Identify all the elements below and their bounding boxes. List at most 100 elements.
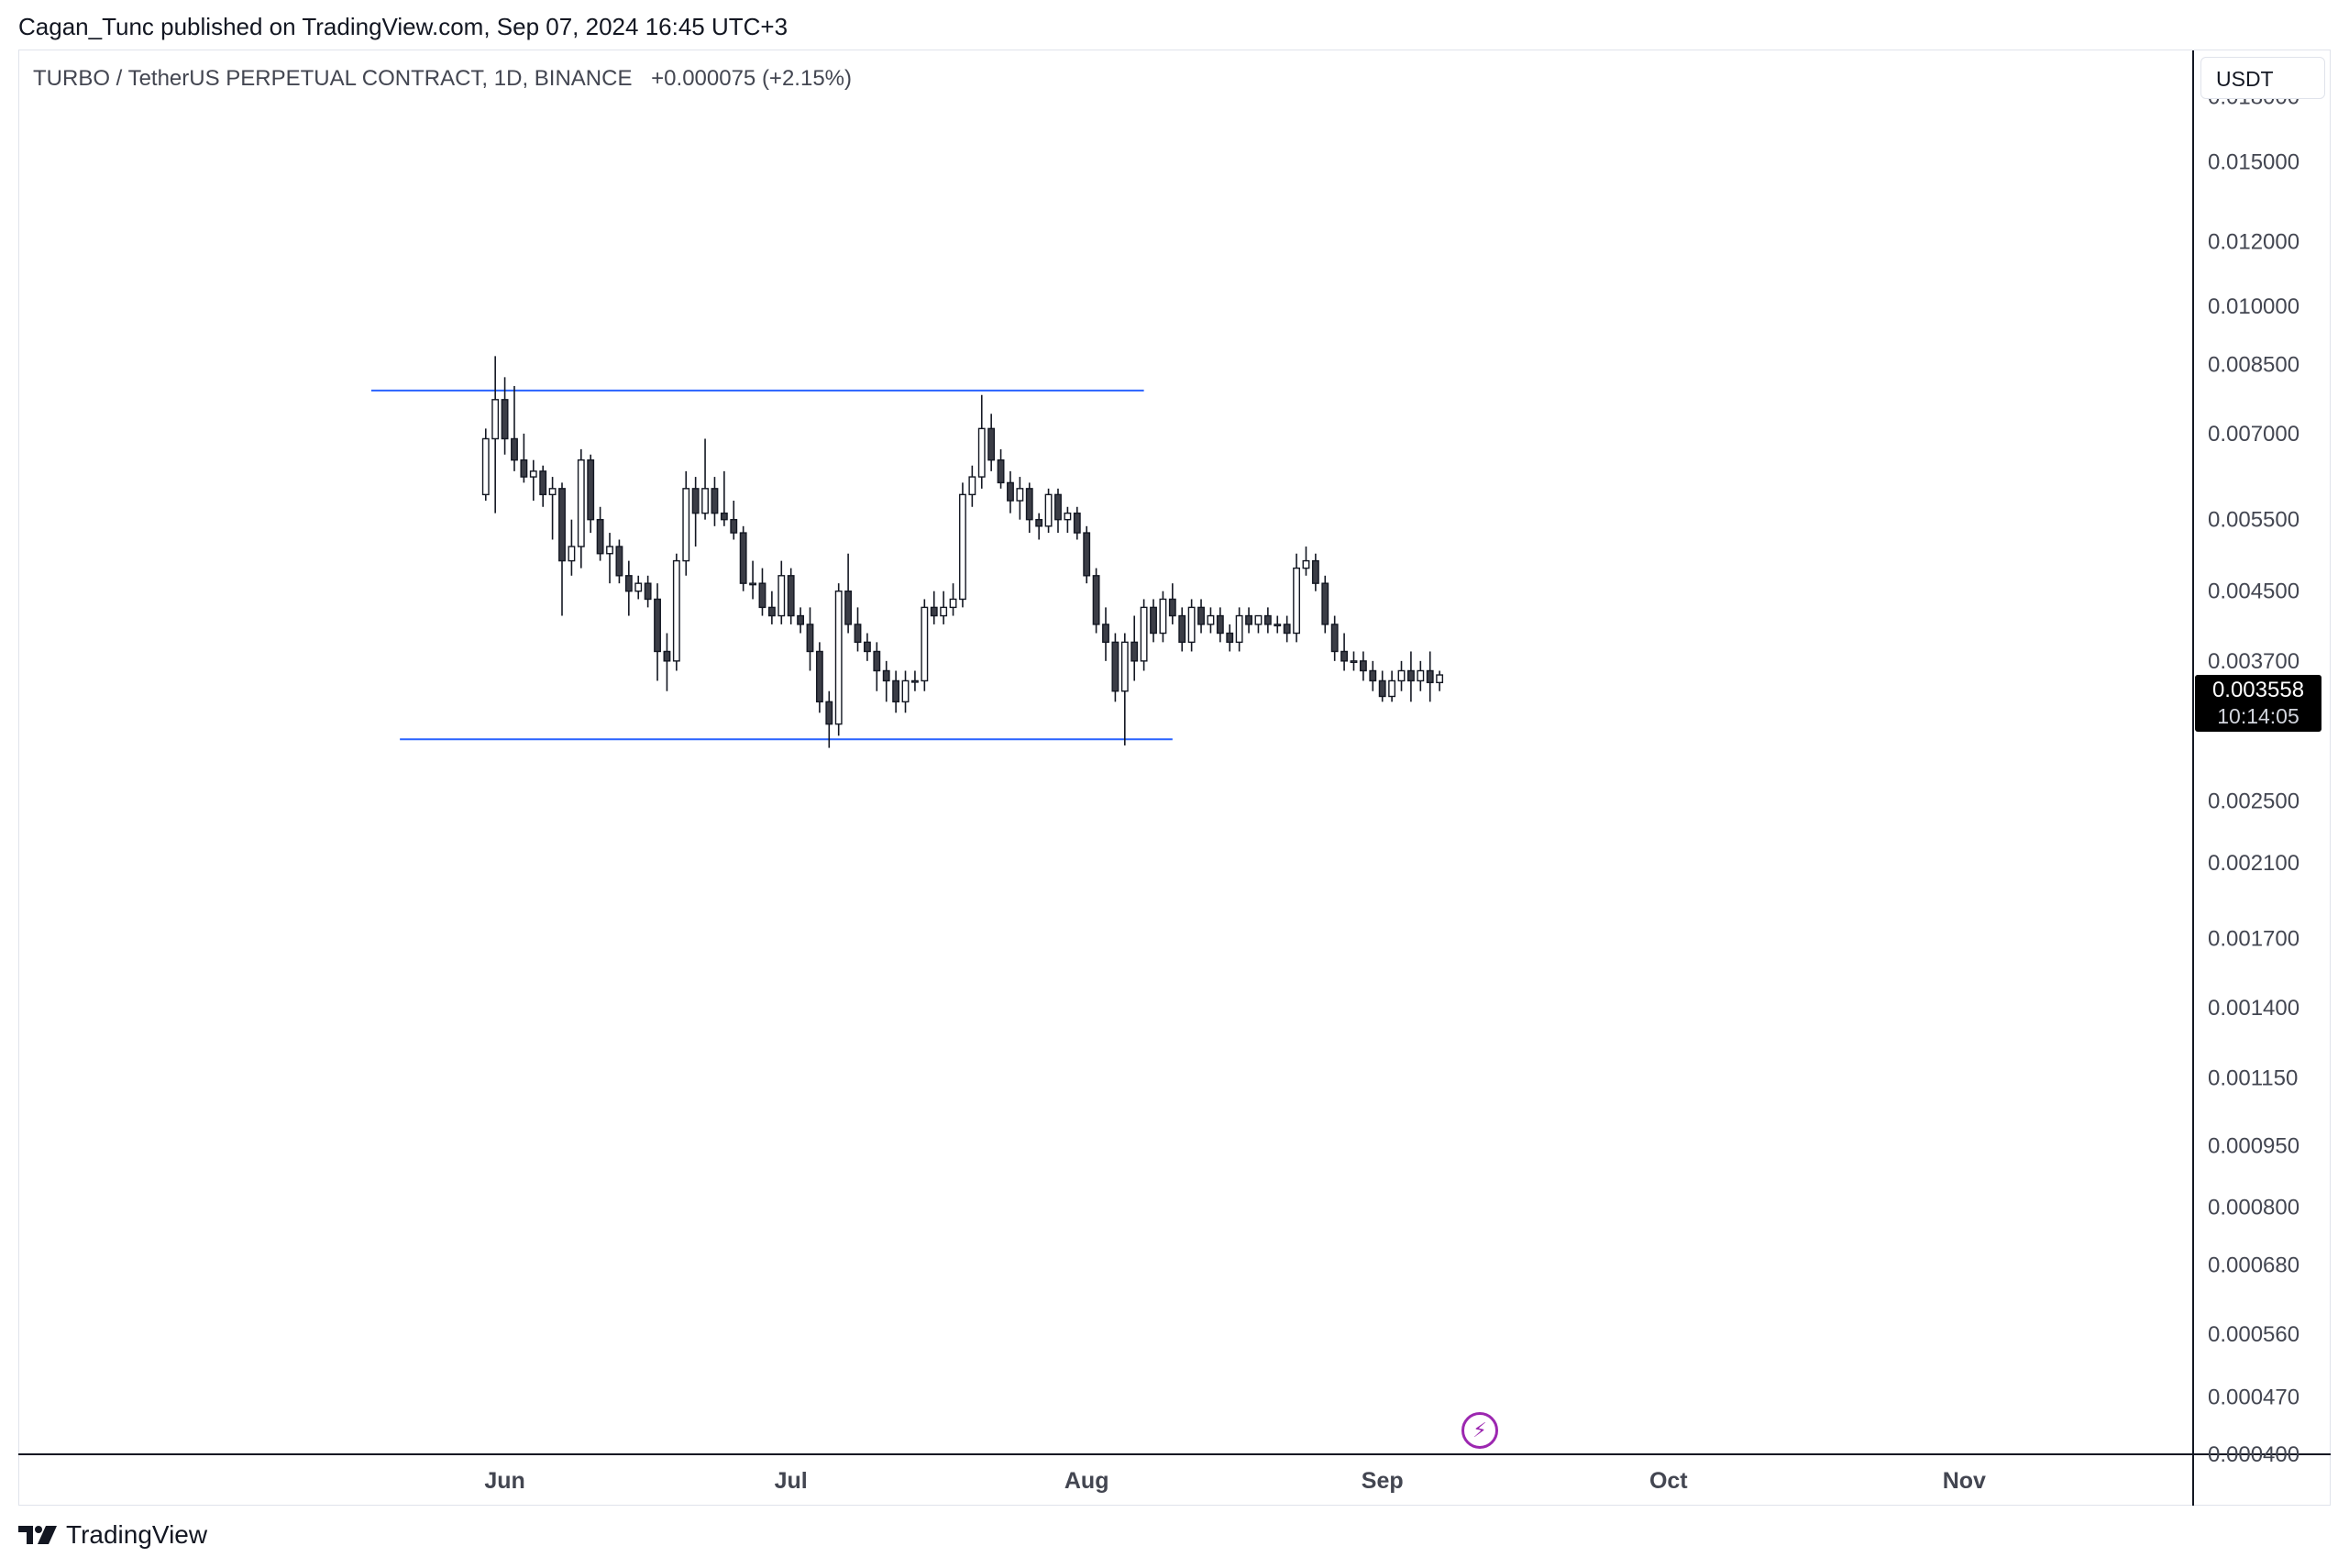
candle-body-up bbox=[1016, 488, 1024, 502]
candle bbox=[701, 438, 709, 520]
candle bbox=[1359, 651, 1367, 681]
candle-body-down bbox=[758, 582, 766, 609]
candle-body-down bbox=[1197, 606, 1205, 625]
candle-body-down bbox=[1359, 660, 1367, 672]
candle-body-up bbox=[1159, 598, 1167, 635]
candle-body-down bbox=[1111, 641, 1119, 692]
candle-body-down bbox=[739, 532, 747, 584]
candle bbox=[797, 607, 805, 634]
candle-body-down bbox=[1083, 532, 1091, 577]
time-tick-label: Sep bbox=[1362, 1468, 1404, 1494]
candle bbox=[587, 454, 595, 534]
candle-body-up bbox=[682, 488, 690, 562]
candle bbox=[767, 591, 776, 624]
candle-body-down bbox=[587, 459, 595, 521]
price-tick-label: 0.015000 bbox=[2208, 149, 2299, 174]
candle bbox=[806, 607, 814, 671]
candle-body-down bbox=[1330, 624, 1339, 653]
candle bbox=[1417, 660, 1425, 691]
candle-body-down bbox=[863, 641, 871, 653]
candle-body-up bbox=[901, 679, 910, 703]
candle-body-down bbox=[815, 650, 823, 703]
candle-body-down bbox=[806, 624, 814, 653]
candle bbox=[1130, 615, 1139, 681]
candle-body-down bbox=[873, 650, 881, 672]
candle bbox=[758, 568, 766, 616]
candle bbox=[672, 553, 680, 671]
bar-countdown: 10:14:05 bbox=[2217, 704, 2299, 728]
candle bbox=[1369, 660, 1377, 691]
candle bbox=[940, 591, 948, 624]
candle-body-up bbox=[1254, 614, 1263, 625]
candle bbox=[1073, 506, 1081, 540]
candle-body-up bbox=[577, 459, 585, 547]
price-tick-label: 0.000800 bbox=[2208, 1195, 2299, 1220]
candle-body-up bbox=[1274, 624, 1282, 627]
candle bbox=[1340, 633, 1349, 671]
candle bbox=[1350, 651, 1358, 671]
candle-body-up bbox=[1436, 674, 1444, 684]
candle-body-down bbox=[1178, 614, 1186, 644]
candle-body-down bbox=[1216, 614, 1224, 635]
candle bbox=[1330, 615, 1339, 661]
lightning-icon[interactable]: ⚡ bbox=[1461, 1412, 1498, 1449]
candle-body-up bbox=[749, 582, 756, 586]
candle bbox=[921, 599, 929, 691]
candle bbox=[1436, 670, 1444, 691]
price-tick-label: 0.000560 bbox=[2208, 1322, 2299, 1347]
price-tick-label: 0.008500 bbox=[2208, 352, 2299, 377]
candle-body-down bbox=[1321, 582, 1329, 625]
candle bbox=[1388, 670, 1396, 702]
candle bbox=[854, 607, 862, 652]
candle-body-up bbox=[834, 591, 843, 725]
candle-body-down bbox=[882, 669, 890, 682]
candle bbox=[1092, 568, 1100, 634]
candle bbox=[606, 533, 613, 584]
candle bbox=[1150, 599, 1157, 643]
candle-body-down bbox=[1168, 598, 1176, 617]
chart-frame bbox=[18, 50, 2331, 1506]
candle bbox=[634, 575, 643, 600]
candle-body-down bbox=[654, 598, 661, 653]
candle-body-up bbox=[672, 559, 680, 662]
trendlines bbox=[370, 389, 1173, 741]
candle bbox=[1321, 575, 1329, 634]
candle bbox=[1397, 660, 1406, 691]
candle-body-down bbox=[1035, 518, 1043, 527]
candle-body-down bbox=[663, 650, 671, 662]
currency-selector[interactable]: USDT bbox=[2200, 57, 2325, 99]
candle bbox=[1274, 615, 1282, 634]
footer-brand[interactable]: TradingView bbox=[18, 1520, 207, 1550]
candle bbox=[959, 482, 966, 608]
price-tick-label: 0.001400 bbox=[2208, 996, 2299, 1021]
candle bbox=[1178, 607, 1186, 652]
candle-body-down bbox=[1073, 512, 1081, 534]
candle bbox=[654, 583, 661, 681]
price-tick-label: 0.000950 bbox=[2208, 1134, 2299, 1159]
candle-body-up bbox=[491, 399, 500, 440]
candle bbox=[1187, 599, 1196, 652]
candle bbox=[844, 553, 853, 634]
candle-body-up bbox=[977, 427, 986, 478]
candle-body-down bbox=[767, 606, 776, 617]
candle bbox=[1226, 624, 1234, 652]
candle-body-down bbox=[787, 575, 795, 617]
candle-body-down bbox=[997, 459, 1005, 484]
candle-body-down bbox=[930, 606, 938, 617]
candle bbox=[682, 470, 690, 576]
candle bbox=[730, 501, 738, 540]
publisher-caption: Cagan_Tunc published on TradingView.com,… bbox=[18, 13, 789, 40]
candle-body-down bbox=[1369, 669, 1377, 682]
candle-body-down bbox=[1245, 614, 1252, 625]
candle-body-down bbox=[539, 470, 547, 496]
candle-body-down bbox=[520, 459, 528, 478]
candle bbox=[1102, 607, 1109, 661]
candle bbox=[720, 470, 728, 526]
candle bbox=[1120, 633, 1129, 745]
candle bbox=[511, 385, 518, 471]
symbol-title: TURBO / TetherUS PERPETUAL CONTRACT, 1D,… bbox=[33, 66, 633, 91]
candle-body-down bbox=[825, 701, 833, 725]
candle-body-up bbox=[1293, 567, 1300, 635]
candle bbox=[481, 428, 490, 502]
